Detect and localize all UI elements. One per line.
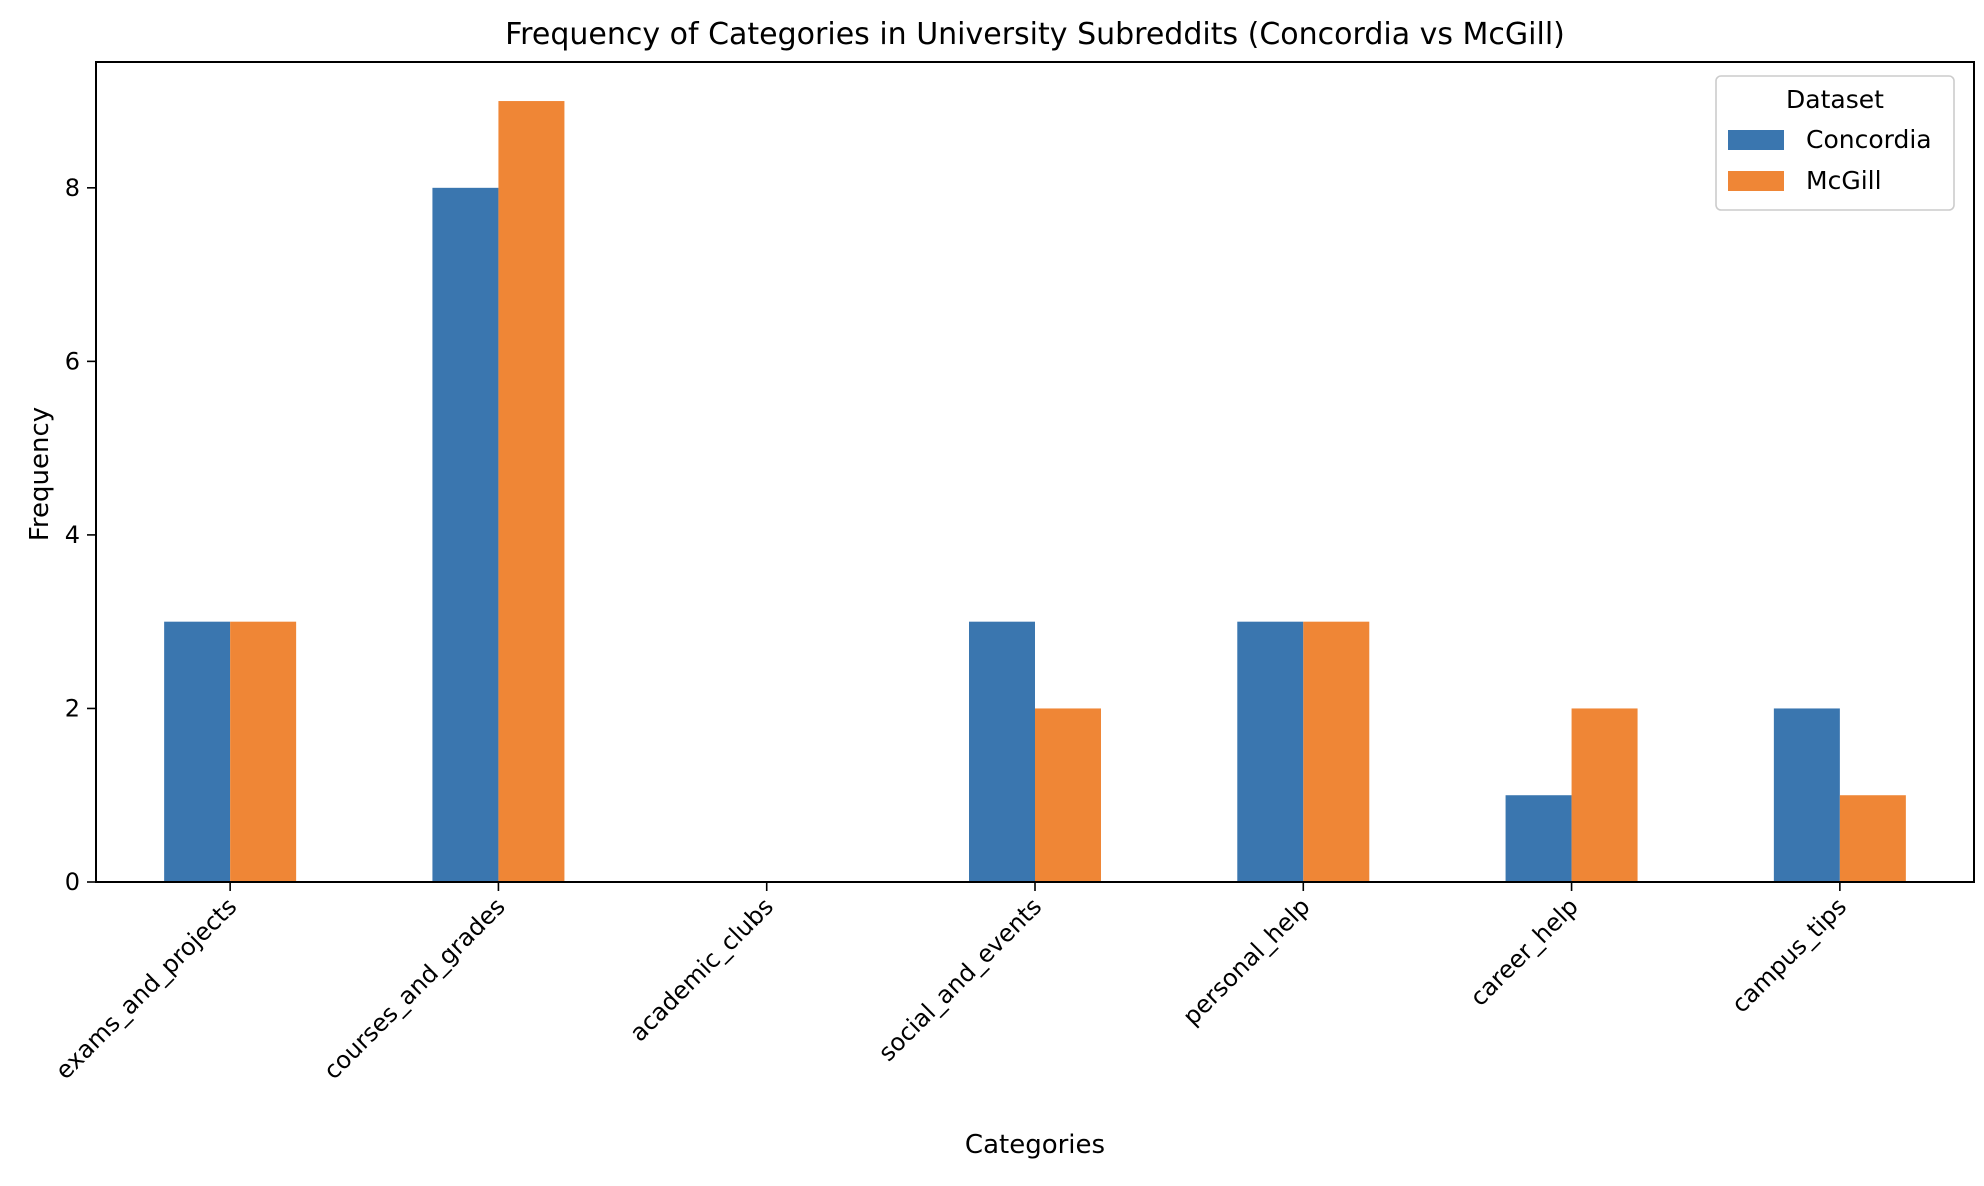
bar-concordia-social_and_events: [969, 621, 1035, 882]
y-tick-label: 8: [65, 174, 80, 202]
x-tick-label: exams_and_projects: [50, 892, 242, 1084]
x-tick-label: social_and_events: [873, 892, 1047, 1066]
legend-swatch-mcgill: [1728, 171, 1784, 191]
y-tick-label: 0: [65, 868, 80, 896]
y-axis-label: Frequency: [25, 407, 55, 541]
y-tick-label: 6: [65, 347, 80, 375]
legend-swatch-concordia: [1728, 130, 1784, 150]
bar-concordia-campus_tips: [1773, 708, 1840, 882]
bar-concordia-personal_help: [1237, 621, 1304, 882]
bar-concordia-career_help: [1505, 795, 1572, 882]
y-tick-label: 4: [65, 521, 80, 549]
x-tick-label: career_help: [1465, 892, 1584, 1011]
bar-mcgill-exams_and_projects: [230, 621, 297, 882]
bar-concordia-exams_and_projects: [164, 621, 231, 882]
chart-title: Frequency of Categories in University Su…: [505, 17, 1565, 52]
bar-concordia-courses_and_grades: [432, 187, 499, 883]
bar-mcgill-courses_and_grades: [498, 101, 565, 883]
legend: Dataset Concordia McGill: [1715, 75, 1955, 211]
bar-mcgill-career_help: [1571, 708, 1638, 882]
axes-layer: 0 2 4 6 8 exams_and_projects courses_and_grade…: [50, 61, 1975, 1085]
legend-title: Dataset: [1786, 85, 1884, 114]
bar-mcgill-campus_tips: [1839, 795, 1906, 882]
bar-mcgill-social_and_events: [1035, 708, 1101, 882]
x-tick-label: personal_help: [1177, 892, 1315, 1030]
x-tick-label: academic_clubs: [624, 892, 779, 1047]
legend-label-concordia: Concordia: [1806, 125, 1932, 154]
y-tick-label: 2: [65, 694, 80, 722]
bar-mcgill-personal_help: [1303, 621, 1370, 882]
legend-label-mcgill: McGill: [1806, 166, 1882, 195]
x-tick-label: courses_and_grades: [318, 892, 510, 1084]
x-tick-label: campus_tips: [1726, 892, 1852, 1018]
x-axis-label: Categories: [965, 1130, 1105, 1160]
bars-layer: [164, 101, 1906, 883]
